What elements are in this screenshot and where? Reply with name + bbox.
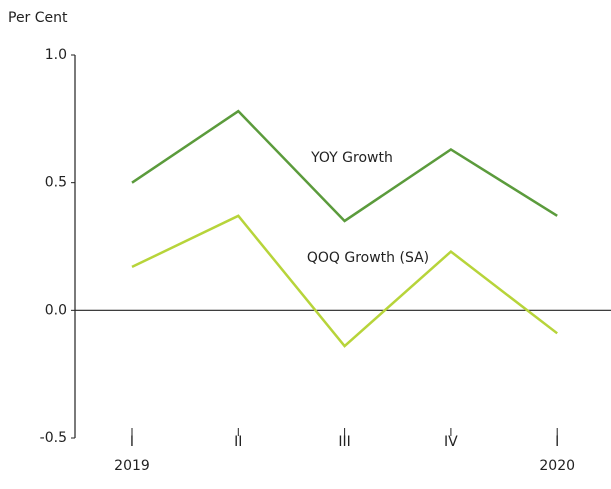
x-tick-label: IV (444, 434, 458, 450)
x-tick-label: I (130, 434, 134, 450)
x-year-label: 2020 (539, 458, 575, 474)
y-tick-label: -0.5 (40, 430, 67, 446)
series-line (131, 109, 558, 223)
series-line (131, 214, 558, 348)
y-axis-label: Per Cent (8, 10, 68, 26)
y-tick-label: 0.0 (45, 302, 67, 318)
x-year-label: 2019 (114, 458, 150, 474)
x-tick-label: I (555, 434, 559, 450)
y-tick-label: 1.0 (45, 47, 67, 63)
series-label: YOY Growth (310, 150, 393, 166)
x-tick-label: II (234, 434, 242, 450)
x-tick-label: III (338, 434, 350, 450)
series-label: QOQ Growth (SA) (307, 250, 429, 266)
y-tick-label: 0.5 (45, 175, 67, 191)
